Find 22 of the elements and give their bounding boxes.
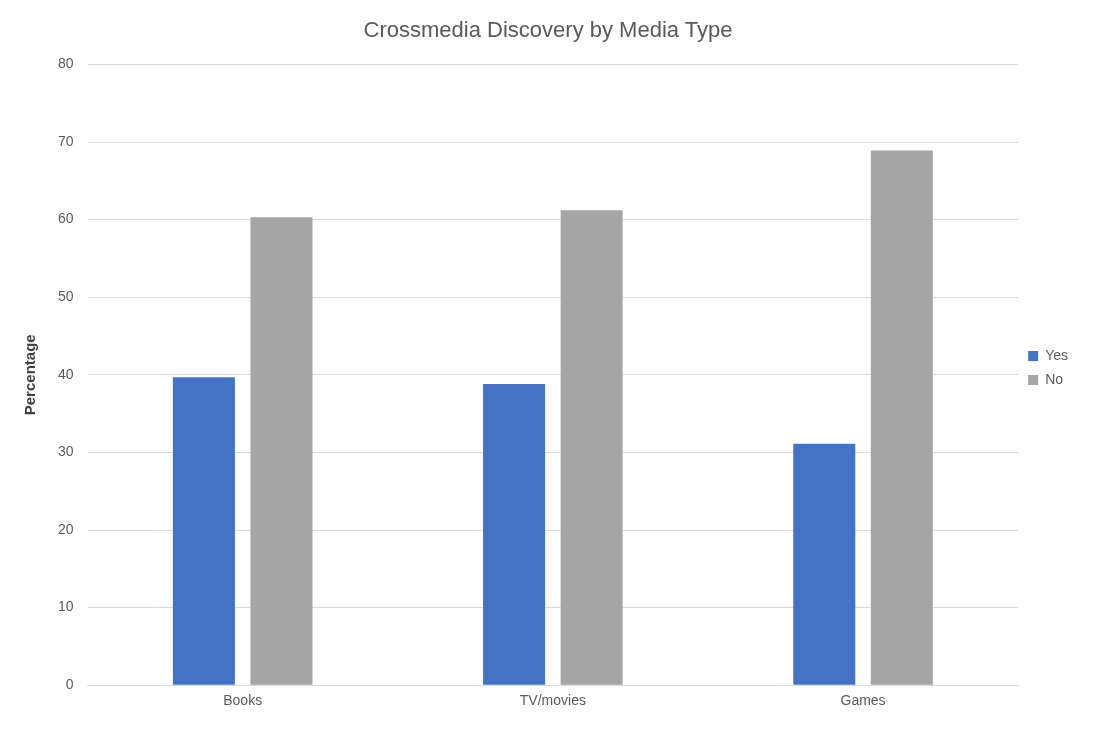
y-tick-label: 70: [57, 132, 74, 149]
bar: [870, 150, 933, 685]
y-tick-label: 20: [57, 520, 74, 537]
y-tick-label: 30: [57, 443, 74, 460]
x-tick-label: TV/movies: [519, 692, 586, 709]
y-tick-label: 50: [57, 288, 74, 305]
chart-title: Crossmedia Discovery by Media Type: [363, 17, 733, 43]
bar: [793, 443, 856, 685]
y-tick-label: 60: [57, 210, 74, 227]
y-tick-label: 40: [57, 365, 74, 382]
legend-label: Yes: [1045, 346, 1068, 363]
y-tick-label: 80: [57, 55, 74, 72]
x-tick-label: Books: [223, 692, 263, 709]
bar: [483, 384, 546, 685]
y-tick-label: 0: [65, 676, 74, 693]
x-tick-label: Games: [840, 692, 886, 709]
bar: [250, 217, 313, 685]
y-tick-label: 10: [57, 598, 74, 615]
y-axis-title: Percentage: [21, 334, 39, 416]
bar: [172, 377, 235, 685]
legend-label: No: [1045, 370, 1064, 387]
bar: [560, 210, 623, 685]
